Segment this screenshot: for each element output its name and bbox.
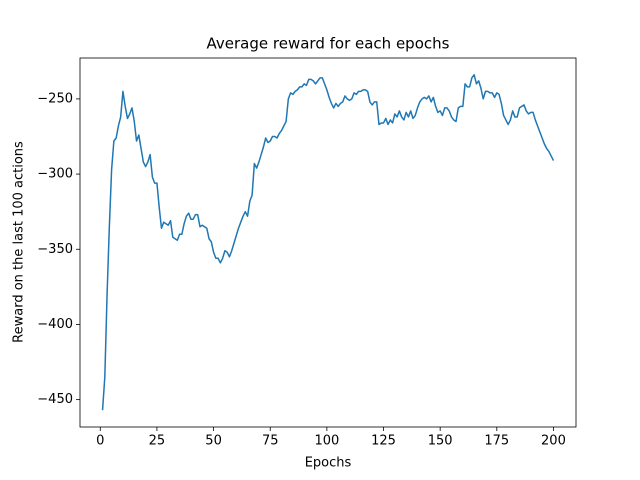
x-tick-label: 175 <box>484 434 509 449</box>
y-tick-label: −400 <box>37 317 73 332</box>
data-line <box>101 74 555 411</box>
x-tick-label: 200 <box>541 434 566 449</box>
x-tick-label: 25 <box>149 434 166 449</box>
plot-frame <box>79 57 577 428</box>
x-axis-label: Epochs <box>305 456 352 471</box>
x-tick-label: 75 <box>262 434 279 449</box>
x-tick-label: 50 <box>205 434 222 449</box>
x-tick-label: 0 <box>96 434 104 449</box>
y-tick-label: −250 <box>37 91 73 106</box>
y-tick-label: −450 <box>37 392 73 407</box>
y-tick-label: −300 <box>37 167 73 182</box>
chart-title: Average reward for each epochs <box>207 35 450 53</box>
x-tick-label: 125 <box>371 434 396 449</box>
y-axis-label: Reward on the last 100 actions <box>12 141 27 343</box>
x-tick-label: 100 <box>314 434 339 449</box>
y-tick-label: −350 <box>37 242 73 257</box>
x-tick-label: 150 <box>428 434 453 449</box>
